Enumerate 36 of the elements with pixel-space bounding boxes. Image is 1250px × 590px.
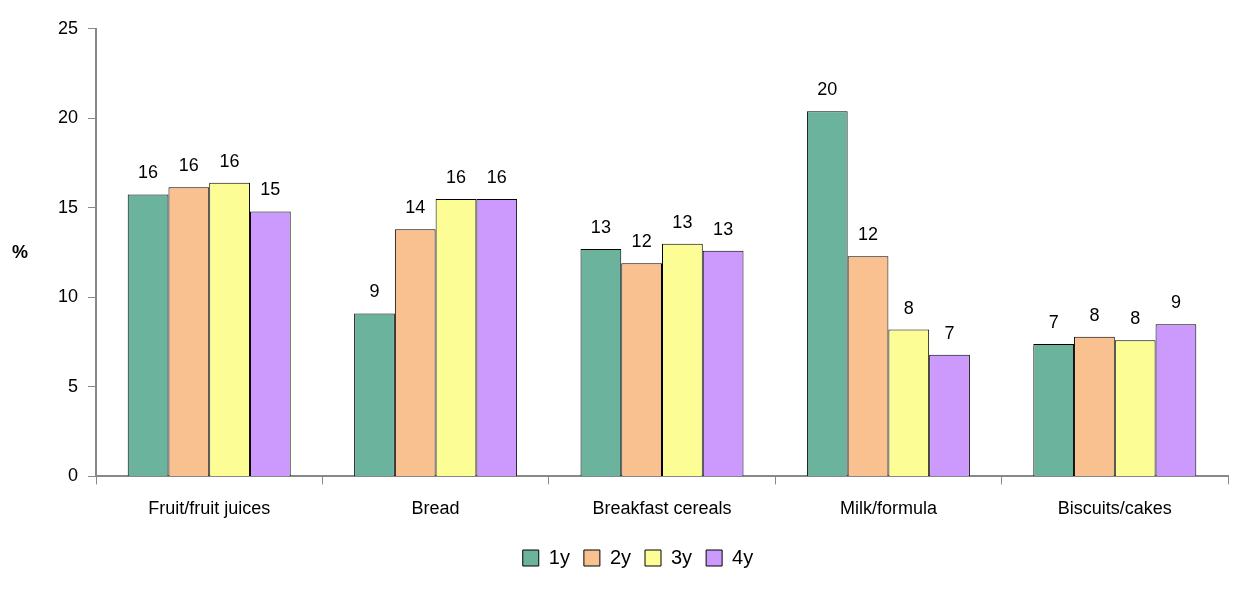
x-tick-label: Bread: [411, 498, 460, 519]
y-tick-label: 25: [57, 17, 79, 38]
data-label: 16: [138, 162, 159, 183]
x-tick-label: Biscuits/cakes: [1057, 498, 1172, 519]
data-label: 9: [369, 281, 380, 302]
y-tick-label: 20: [57, 107, 79, 128]
data-label: 13: [672, 211, 693, 232]
data-label: 14: [405, 197, 426, 218]
y-tick-label: 0: [68, 465, 79, 486]
legend-label: 4y: [732, 545, 754, 568]
legend-label: 3y: [671, 545, 693, 568]
legend-label: 1y: [548, 545, 570, 568]
data-label: 15: [260, 179, 281, 200]
y-axis-title: %: [12, 241, 29, 262]
data-label: 16: [219, 150, 240, 171]
data-label: 16: [178, 155, 199, 176]
data-label: 13: [590, 216, 611, 237]
data-label: 13: [713, 218, 734, 239]
data-label: 8: [903, 297, 914, 318]
y-tick-label: 15: [57, 196, 79, 217]
data-label: 16: [445, 166, 467, 187]
y-tick-label: 5: [68, 375, 79, 396]
x-tick-label: Breakfast cereals: [592, 498, 732, 519]
data-label: 9: [1170, 292, 1181, 313]
data-label: 16: [486, 166, 507, 187]
legend-label: 2y: [609, 545, 631, 568]
data-label: 20: [817, 79, 838, 100]
data-label: 12: [631, 231, 652, 252]
data-label: 8: [1130, 308, 1141, 329]
y-tick-label: 10: [57, 286, 79, 307]
data-label: 7: [944, 322, 955, 343]
x-tick-label: Fruit/fruit juices: [148, 498, 271, 519]
x-tick-label: Milk/formula: [839, 498, 938, 519]
data-label: 7: [1048, 311, 1059, 332]
data-label: 8: [1089, 304, 1100, 325]
data-label: 12: [858, 224, 879, 245]
